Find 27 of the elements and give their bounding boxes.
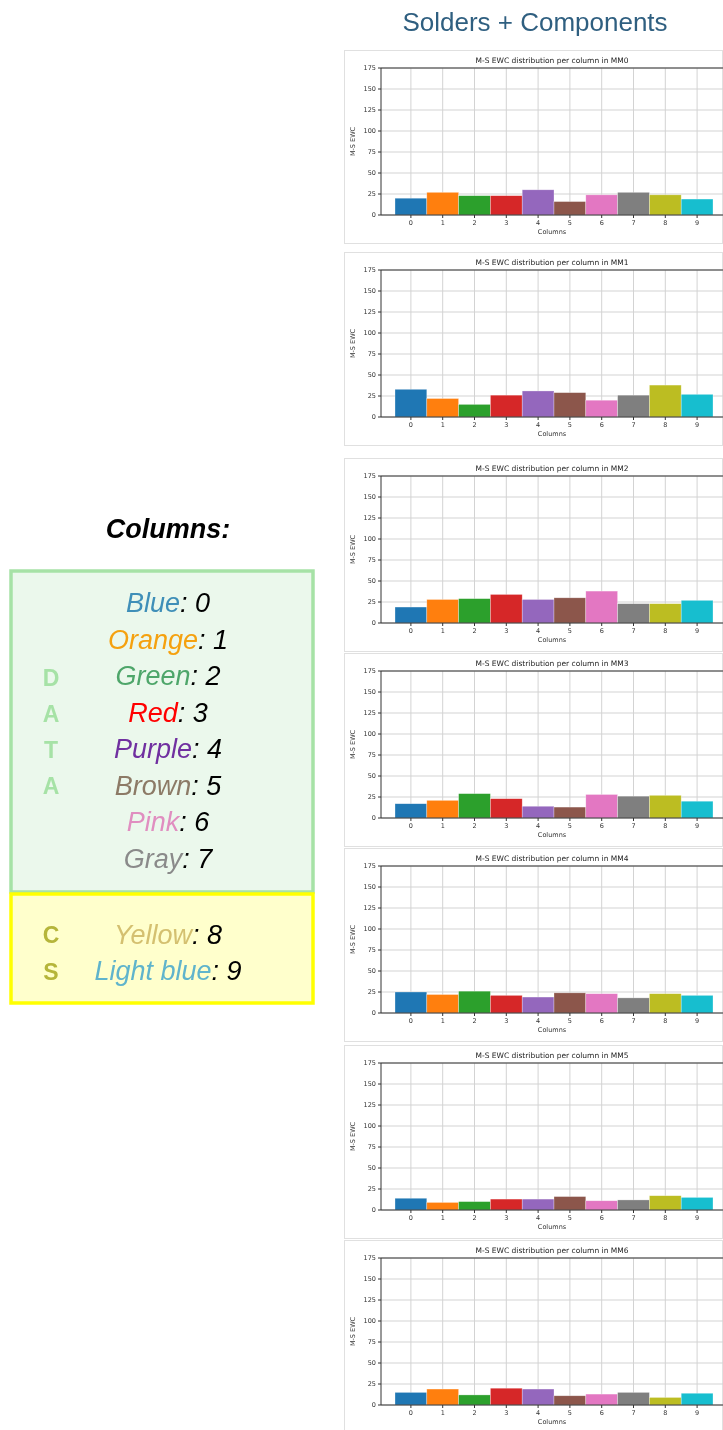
category-label: Pink (126, 807, 181, 837)
text: : 6 (179, 807, 210, 837)
category-label: Orange (107, 624, 199, 655)
text: : 2 (190, 661, 221, 691)
text: : 8 (192, 920, 223, 950)
category-label: Purple (113, 734, 193, 764)
text: Solders + Components (402, 7, 668, 37)
category-label: Blue (125, 588, 181, 618)
text: : 4 (192, 734, 223, 764)
text: : 9 (211, 956, 242, 986)
text: D (42, 665, 60, 691)
text: C (42, 922, 60, 948)
text: A (42, 701, 60, 727)
text: : 5 (191, 770, 222, 801)
category-label: Yellow (113, 920, 194, 950)
category-label: Brown (114, 770, 192, 801)
text: S (43, 959, 59, 985)
category-label: Red (128, 697, 179, 728)
text: : 0 (180, 588, 211, 618)
category-label: Light blue (94, 956, 212, 986)
text: T (43, 737, 59, 763)
text: : 7 (182, 843, 213, 874)
text: A (42, 773, 60, 799)
text: : 1 (198, 624, 229, 655)
category-label: Gray (123, 843, 184, 874)
category-label: Green (115, 661, 191, 691)
text: Columns: (105, 514, 231, 544)
